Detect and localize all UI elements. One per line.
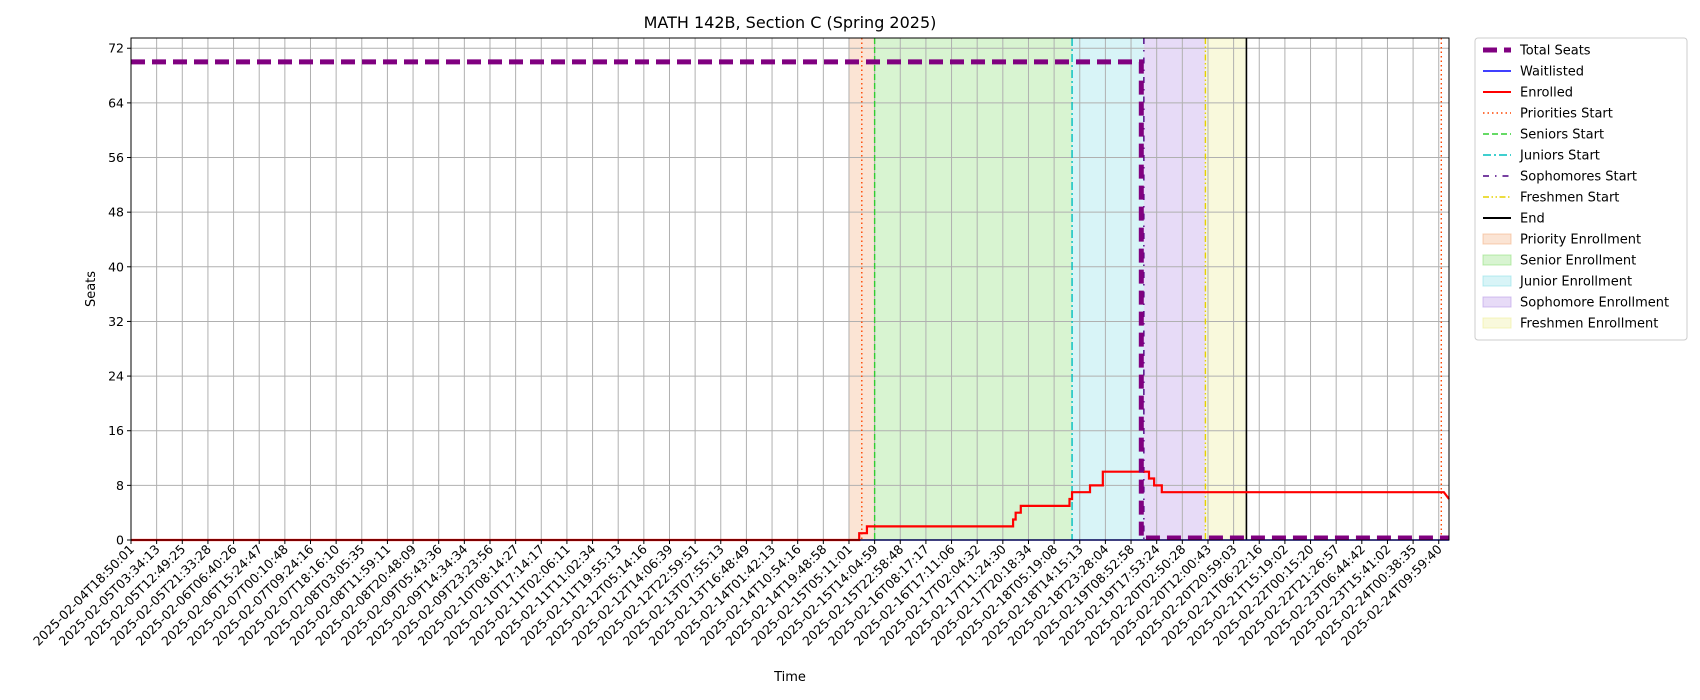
chart-title: MATH 142B, Section C (Spring 2025) [644,13,937,32]
grid-lines [130,38,1449,541]
legend-swatch-freshmen-enrollment [1482,317,1512,329]
y-axis-label: Seats [84,271,99,307]
legend-label-priority-enrollment: Priority Enrollment [1520,233,1641,248]
y-tick-label: 0 [116,533,124,548]
x-axis-label: Time [773,670,806,685]
phase-lines [861,38,1443,540]
region-freshmen-enrollment [1205,38,1247,540]
legend-label-enrolled: Enrolled [1520,86,1573,101]
region-priority-enrollment [848,38,875,540]
plot-frame [130,37,1450,541]
legend-label-total-seats: Total Seats [1519,44,1591,59]
y-tick-label: 40 [108,259,124,274]
region-junior-enrollment [1072,38,1144,540]
legend-label-seniors-start: Seniors Start [1520,128,1604,143]
legend-swatch-senior-enrollment [1482,254,1512,266]
y-tick-label: 8 [116,478,124,493]
legend-label-freshmen-start: Freshmen Start [1520,191,1619,206]
legend-label-sophomore-enrollment: Sophomore Enrollment [1520,296,1669,311]
y-axis-ticks: 0 8 16 24 32 40 48 56 64 72 [108,41,131,548]
legend-label-waitlisted: Waitlisted [1520,65,1584,80]
y-tick-label: 16 [108,423,124,438]
legend-box [1474,37,1688,341]
legend-label-end: End [1520,212,1545,227]
y-tick-label: 32 [108,314,124,329]
series-line-total-seats [131,59,1449,541]
legend-swatch-sophomore-enrollment [1482,296,1512,308]
y-tick-label: 64 [108,95,124,110]
x-axis-ticks: 2025-02-04T18:50:012025-02-05T03:34:1320… [30,540,1445,649]
y-tick-label: 56 [108,150,124,165]
legend-label-juniors-start: Juniors Start [1519,149,1600,164]
legend-label-freshmen-enrollment: Freshmen Enrollment [1520,317,1658,332]
y-tick-label: 24 [108,369,124,384]
legend-swatch-junior-enrollment [1482,275,1512,287]
legend-label-sophomores-start: Sophomores Start [1520,170,1637,185]
legend-label-priorities-start: Priorities Start [1520,107,1613,122]
legend: Total Seats Waitlisted Enrolled Priorities … [1474,37,1688,341]
phase-regions [848,38,1247,540]
region-senior-enrollment [874,38,1073,540]
legend-label-junior-enrollment: Junior Enrollment [1519,275,1632,290]
y-tick-label: 72 [108,41,124,56]
legend-swatch-priority-enrollment [1482,233,1512,245]
legend-label-senior-enrollment: Senior Enrollment [1520,254,1636,269]
y-tick-label: 48 [108,205,124,220]
series-line-enrolled [131,470,1450,542]
region-sophomore-enrollment [1143,38,1206,540]
